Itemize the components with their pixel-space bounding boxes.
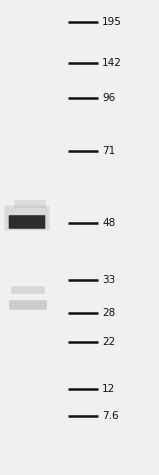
Text: 142: 142 [102,58,122,68]
Text: 12: 12 [102,384,115,394]
Text: 96: 96 [102,93,115,103]
Text: 33: 33 [102,275,115,285]
FancyBboxPatch shape [4,206,49,230]
Text: 22: 22 [102,337,115,347]
FancyBboxPatch shape [9,215,45,229]
Text: 48: 48 [102,218,115,228]
FancyBboxPatch shape [14,200,46,208]
Text: 28: 28 [102,308,115,318]
Text: 7.6: 7.6 [102,411,119,421]
Text: 71: 71 [102,146,115,156]
FancyBboxPatch shape [11,286,45,294]
FancyBboxPatch shape [9,300,47,310]
Text: 195: 195 [102,17,122,27]
